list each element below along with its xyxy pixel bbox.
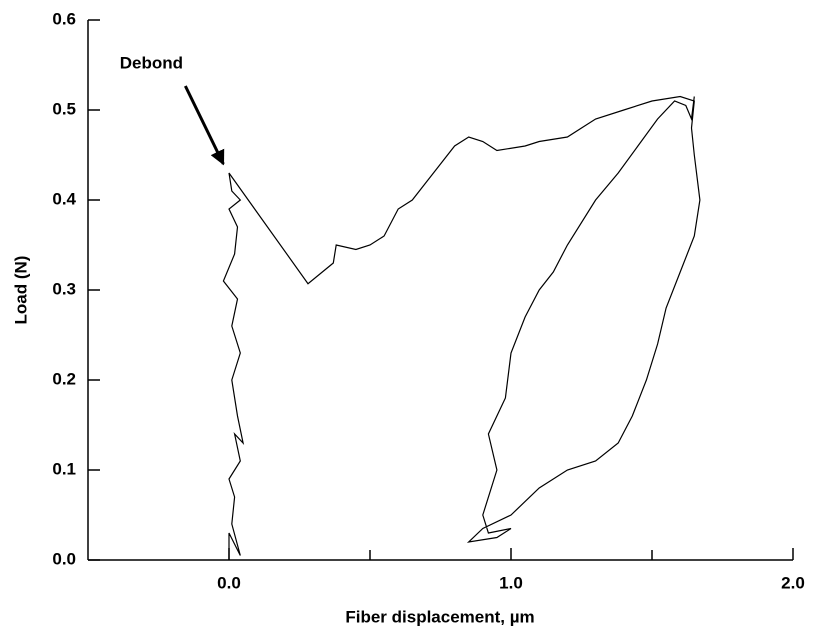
y-tick-label: 0.0 <box>52 549 76 568</box>
annotation-arrow <box>184 85 225 166</box>
x-tick-label: 1.0 <box>499 573 523 592</box>
data-line <box>222 95 701 560</box>
y-tick-label: 0.2 <box>52 369 76 388</box>
x-tick-label: 0.0 <box>217 573 241 592</box>
y-tick-label: 0.4 <box>52 189 76 208</box>
y-axis-title: Load (N) <box>11 256 30 325</box>
y-tick-label: 0.6 <box>52 9 76 28</box>
annotation-text: Debond <box>120 53 183 72</box>
y-tick-label: 0.1 <box>52 459 76 478</box>
x-tick-label: 2.0 <box>781 573 805 592</box>
y-tick-label: 0.5 <box>52 99 76 118</box>
x-axis-title: Fiber displacement, µm <box>345 607 534 626</box>
y-tick-label: 0.3 <box>52 279 76 298</box>
